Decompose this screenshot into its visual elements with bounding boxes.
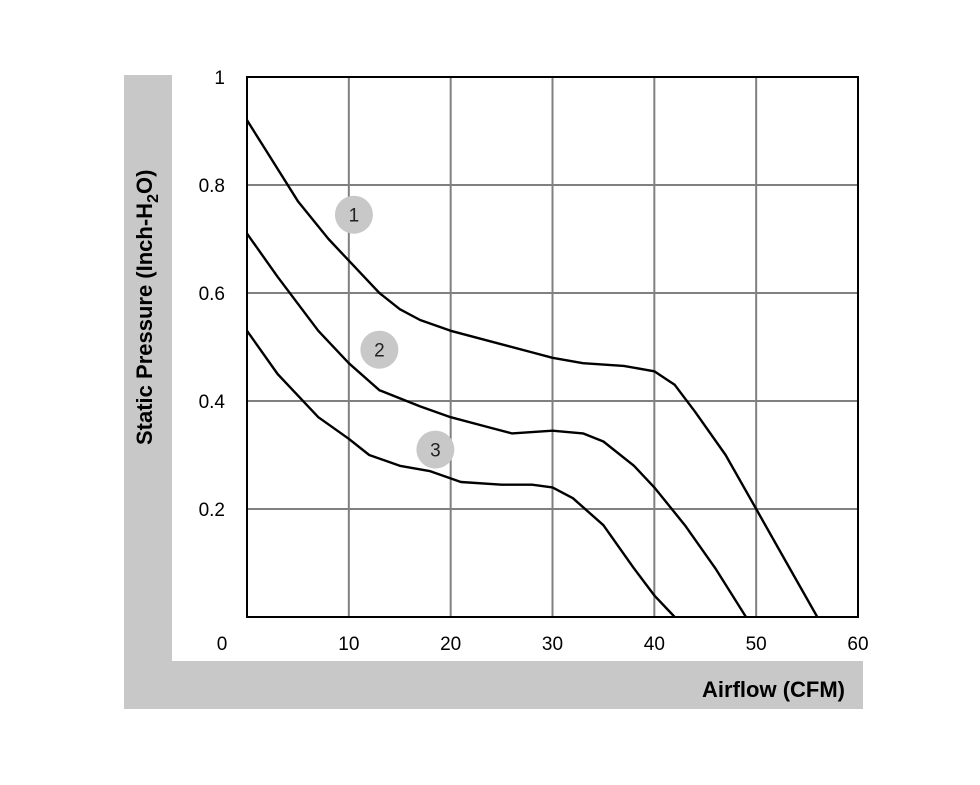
curve-marker-label: 2 (374, 341, 385, 362)
x-axis-title: Airflow (CFM) (702, 677, 845, 702)
x-tick-label: 20 (440, 634, 461, 655)
x-tick-labels: 0 10 20 30 40 50 60 (217, 634, 869, 655)
x-tick-label: 0 (217, 634, 228, 655)
plot-frame (246, 76, 859, 618)
y-axis-title-end: O) (132, 170, 157, 194)
curve-marker-2 (360, 330, 399, 369)
curves (245, 119, 819, 618)
y-tick-label: 0.2 (199, 500, 225, 521)
x-tick-label: 30 (542, 634, 563, 655)
x-tick-label: 60 (847, 634, 868, 655)
x-tick-label: 10 (338, 634, 359, 655)
curve-marker-1 (334, 195, 373, 234)
y-axis-title-subscript: 2 (145, 194, 162, 203)
y-tick-label: 0.4 (199, 392, 226, 413)
y-tick-label: 1 (214, 68, 225, 89)
y-tick-label: 0.6 (199, 284, 225, 305)
axis-band-left (124, 75, 172, 709)
grid (247, 77, 858, 617)
x-tick-label: 40 (644, 634, 665, 655)
y-axis-title: Static Pressure (Inch-H2O) (132, 170, 162, 445)
curve-1 (245, 119, 819, 618)
axis-band-bottom (124, 661, 863, 709)
curve-marker-label: 1 (349, 206, 360, 227)
curve-3 (246, 330, 676, 618)
curve-2 (246, 232, 748, 618)
y-tick-label: 0.8 (199, 176, 225, 197)
y-tick-labels: 0.2 0.4 0.6 0.8 1 (199, 68, 226, 521)
x-tick-label: 50 (746, 634, 767, 655)
curve-markers: 1 2 3 (334, 195, 455, 469)
curve-marker-label: 3 (430, 441, 441, 462)
y-axis-title-main: Static Pressure (Inch-H (132, 203, 157, 445)
curve-marker-3 (416, 430, 455, 469)
